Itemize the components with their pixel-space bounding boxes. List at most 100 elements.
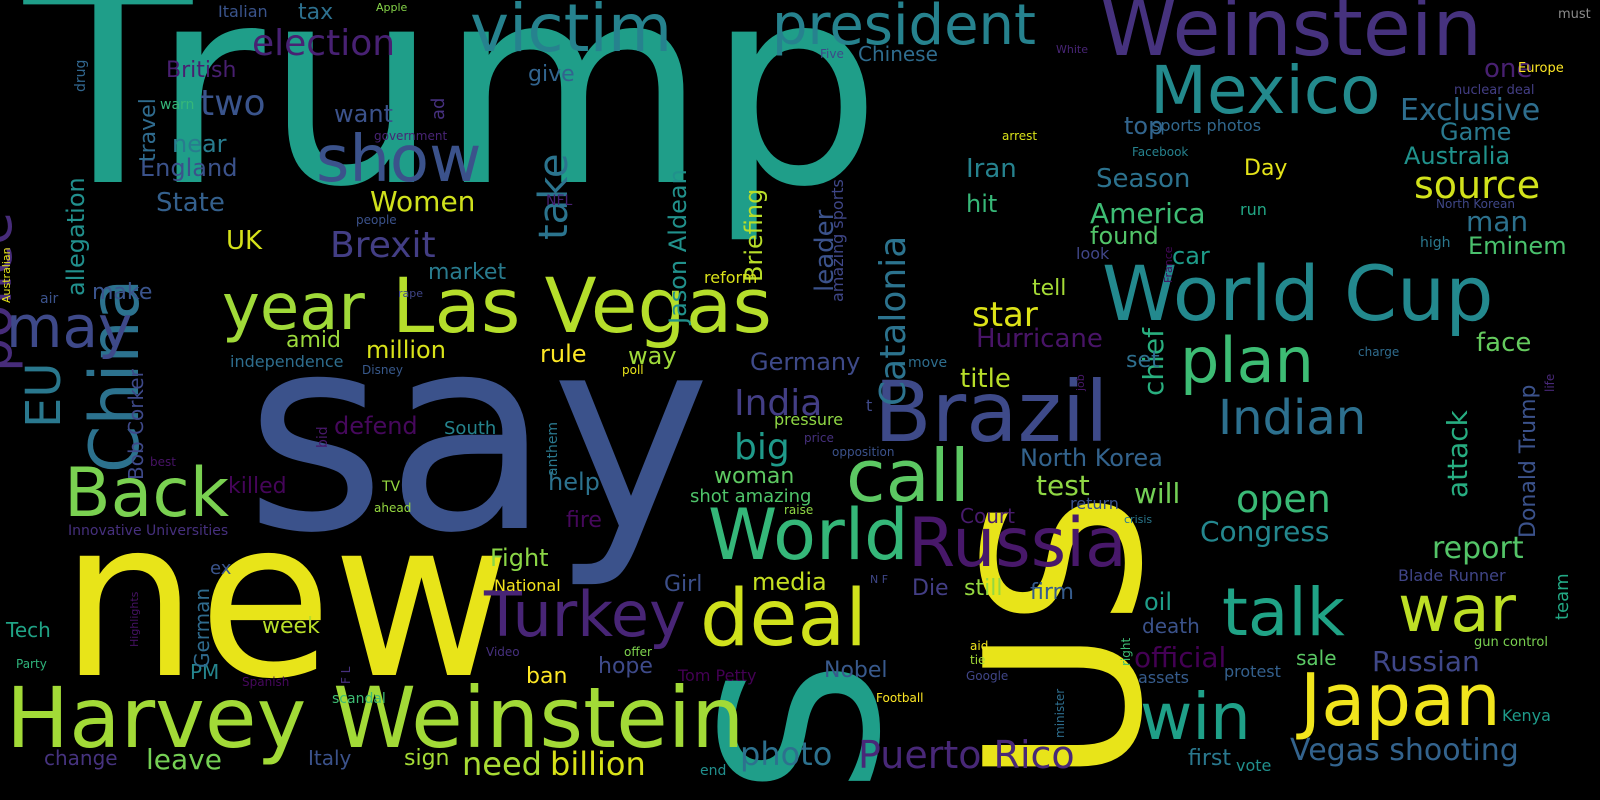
word-state: State [156,188,225,218]
word-one: one [1484,54,1533,84]
word-season: Season [1096,164,1191,194]
word-reform: reform [704,268,758,287]
word-want: want [334,100,393,128]
word-highlights: Highlights [128,591,141,647]
word-protest: protest [1224,662,1281,681]
word-hurricane: Hurricane [976,324,1103,354]
word-official: official [1134,641,1227,674]
word-mexico: Mexico [1150,52,1381,129]
word-million: million [366,336,446,364]
word-aid: aid [970,639,989,653]
word-eminem: Eminem [1468,232,1567,260]
word-ban: ban [526,664,568,689]
word-give: give [528,62,575,87]
word-kenya: Kenya [1502,706,1551,725]
word-win: win [1140,681,1251,755]
word-f-l: F L [339,666,353,684]
word-europe: Europe [1518,61,1564,76]
word-australian: Australian [0,247,13,303]
word-england: England [140,154,238,182]
word-near: near [172,130,227,158]
word-drug: drug [73,59,89,92]
word-trump: Trump [24,0,882,247]
word-n-f: N F [870,573,889,586]
word-show: show [316,123,482,197]
word-open: open [1236,477,1331,521]
word-ad: ad [428,97,449,120]
word-catalonia: Catalonia [873,235,914,406]
word-anthem: anthem [545,421,561,476]
word-america: America [1090,197,1206,230]
word-arrest: arrest [1002,129,1038,143]
word-air: air [40,291,59,307]
word-innovative-universities: Innovative Universities [68,523,229,539]
word-raise: raise [784,503,814,517]
word-crisis: crisis [1124,513,1153,526]
word-italian: Italian [218,2,268,21]
word-north-korea: North Korea [1020,444,1163,472]
word-first: first [1188,746,1231,771]
word-shot-amazing: shot amazing [690,486,812,507]
word-return: return [1070,494,1119,513]
word-bid: bid [315,426,331,448]
word-week: week [262,614,320,639]
word-talk: talk [1222,574,1345,651]
word-plan: plan [1180,324,1314,397]
word-minister: minister [1053,688,1067,738]
word-make: make [92,280,153,305]
word-found: found [1090,222,1159,250]
word-british: British [166,58,237,83]
word-turkey: Turkey [484,578,686,651]
word-title: title [960,364,1011,394]
word-die: Die [912,576,949,601]
word-pressure: pressure [774,410,844,429]
word-german: German [190,587,214,668]
word-year: year [222,271,365,345]
word-party: Party [16,657,47,671]
word-court: Court [960,504,1015,528]
word-bob-corker: Bob Corker [124,369,148,480]
word-gun-control: gun control [1474,635,1548,650]
word-women: Women [370,185,476,218]
word-italy: Italy [308,746,352,770]
word-apple: Apple [376,1,408,14]
word-five: Five [820,47,844,61]
word-vote: vote [1236,756,1272,775]
word-las-vegas: Las Vegas [392,261,772,350]
word-nuclear-deal: nuclear deal [1454,83,1535,98]
word-tech: Tech [6,618,51,642]
word-independence: independence [230,352,344,371]
word-two: two [200,83,266,124]
word-world: World [708,494,909,576]
word-google: Google [966,669,1009,683]
word-look: look [1076,244,1110,263]
word-leave: leave [146,743,222,776]
word-harvey-weinstein: Harvey Weinstein [6,669,745,767]
word-brexit: Brexit [330,225,436,266]
word-people: people [356,213,397,227]
word-election: election [252,23,396,64]
word-charge: charge [1358,345,1400,359]
word-rape: rape [398,287,424,300]
word-president: president [772,0,1036,58]
word-national: National [494,576,561,595]
word-need: need [462,745,542,783]
word-japan: Japan [1300,658,1501,742]
word-hit: hit [966,190,998,218]
word-victim: victim [470,0,673,67]
word-ex: ex [210,558,232,579]
word-will: will [1134,477,1181,510]
word-government: government [374,129,448,143]
word-woman: woman [714,464,795,489]
word-opposition: opposition [832,445,895,459]
word-may: may [6,293,133,361]
word-day: Day [1244,156,1288,181]
word-price: price [804,431,834,445]
word-killed: killed [228,474,287,499]
word-sports-photos: sports photos [1152,116,1262,135]
word-video: Video [486,645,520,659]
word-defend: defend [334,412,418,440]
word-assets: assets [1138,668,1189,687]
word-man: man [1466,205,1529,238]
word-say: say [245,277,711,592]
